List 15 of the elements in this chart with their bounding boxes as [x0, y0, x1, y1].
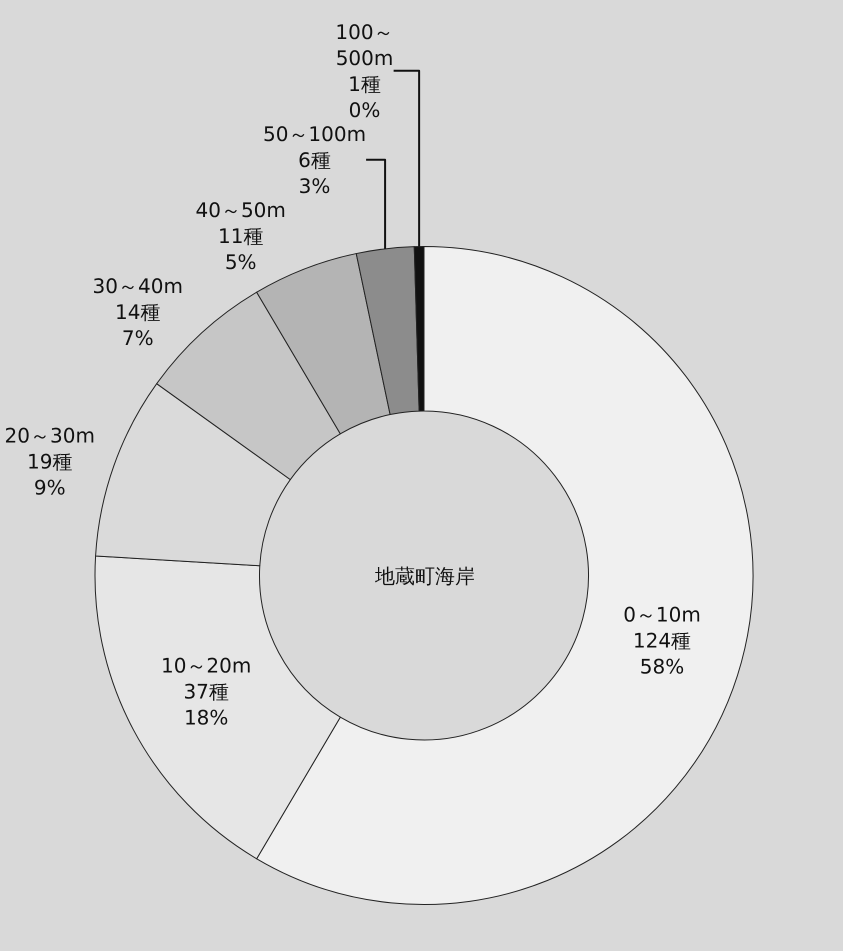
- slice-label: 0～10m: [623, 602, 701, 627]
- data-label: 124種 58%: [632, 628, 692, 679]
- slice-label: 30～40m: [92, 274, 183, 298]
- data-label: 37種 18%: [183, 679, 229, 730]
- data-label: 6種 3%: [298, 148, 331, 198]
- slice-label: 20～30m: [4, 423, 95, 448]
- data-label: 14種 7%: [115, 300, 160, 350]
- slice-label: 100～ 500m: [335, 20, 394, 70]
- slice-label: 50～100m: [262, 122, 366, 146]
- data-label: 1種 0%: [348, 72, 381, 122]
- data-label: 19種 9%: [27, 449, 72, 500]
- data-label: 11種 5%: [218, 224, 264, 274]
- text: 地蔵町海岸: [374, 564, 475, 588]
- slice-label: 10～20m: [160, 653, 252, 678]
- slice-label: 40～50m: [195, 198, 286, 222]
